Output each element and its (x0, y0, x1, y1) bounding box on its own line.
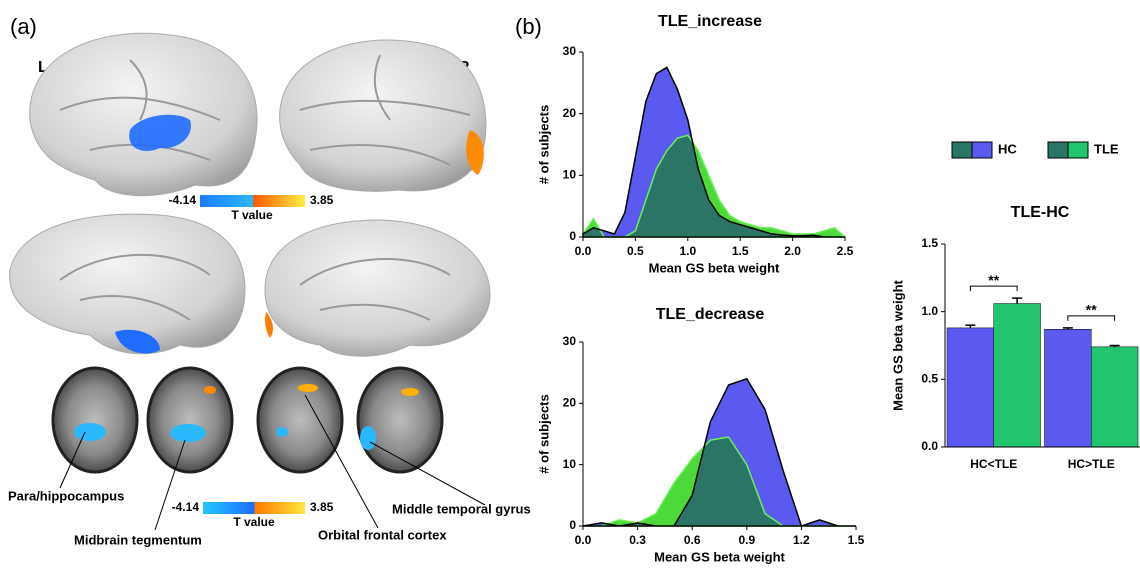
colorbar-label: T value (231, 208, 273, 222)
chart-title: TLE-HC (1011, 204, 1070, 221)
x-tick-label: 0.6 (684, 533, 701, 547)
legend-swatch (1048, 142, 1068, 158)
brain-right-lateral (280, 40, 486, 191)
x-tick-label: 1.2 (793, 533, 810, 547)
y-axis-label: # of subjects (536, 394, 551, 473)
legend-swatch (952, 142, 972, 158)
annotation: Orbital frontal cortex (318, 527, 447, 542)
x-tick-label: 0.3 (629, 533, 646, 547)
x-tick-label: 2.0 (784, 244, 801, 258)
x-tick-label: HC<TLE (970, 457, 1017, 471)
bar (994, 304, 1041, 447)
x-axis-label: Mean GS beta weight (654, 549, 785, 564)
y-axis-label: Mean GS beta weight (890, 279, 905, 410)
y-tick-label: 30 (563, 334, 577, 348)
x-axis-label: Mean GS beta weight (649, 260, 780, 275)
x-tick-label: HC>TLE (1068, 457, 1115, 471)
bar (947, 328, 994, 447)
x-tick-label: 2.5 (837, 244, 854, 258)
y-tick-label: 0.5 (921, 372, 938, 386)
legend-label: TLE (1094, 141, 1119, 156)
area-overlap (583, 437, 856, 526)
chart-title: TLE_increase (658, 13, 762, 30)
legend-swatch (972, 142, 992, 158)
annotation: Midbrain tegmentum (74, 532, 202, 547)
brain-left-lateral (30, 33, 257, 195)
page: (a) (b) L R Para/hippocampus Midbrain te… (0, 0, 1140, 575)
significance-label: ** (1086, 302, 1097, 318)
annotation: Middle temporal gyrus (392, 501, 531, 516)
y-axis-label: # of subjects (536, 105, 551, 184)
y-tick-label: 0 (569, 229, 576, 243)
x-tick-label: 1.5 (848, 533, 865, 547)
bar (1045, 329, 1092, 447)
y-tick-label: 0 (569, 518, 576, 532)
brain-right-medial (265, 220, 490, 356)
brain-left-medial (10, 214, 245, 354)
y-tick-label: 20 (563, 106, 577, 120)
colorbar-min: -4.14 (169, 193, 197, 207)
legend-swatch (1068, 142, 1088, 158)
colorbar-label: T value (233, 515, 275, 529)
significance-label: ** (988, 272, 999, 288)
y-tick-label: 10 (563, 168, 577, 182)
y-tick-label: 20 (563, 396, 577, 410)
figure: (a) (b) L R Para/hippocampus Midbrain te… (0, 0, 1140, 570)
chart-title: TLE_decrease (656, 306, 765, 323)
panel-label: (b) (515, 14, 542, 39)
legend-label: HC (998, 141, 1017, 156)
x-tick-label: 0.0 (575, 533, 592, 547)
colorbar (200, 195, 305, 207)
panel-label: (a) (10, 14, 37, 39)
colorbar-max: 3.85 (310, 500, 334, 514)
colorbar (203, 502, 305, 514)
x-tick-label: 1.0 (679, 244, 696, 258)
y-tick-label: 1.0 (921, 304, 938, 318)
y-tick-label: 0.0 (921, 439, 938, 453)
y-tick-label: 10 (563, 457, 577, 471)
annotation: Para/hippocampus (8, 488, 124, 503)
bar (1091, 347, 1138, 447)
x-tick-label: 1.5 (732, 244, 749, 258)
colorbar-max: 3.85 (310, 193, 334, 207)
x-tick-label: 0.9 (738, 533, 755, 547)
colorbar-min: -4.14 (172, 500, 200, 514)
x-tick-label: 0.5 (627, 244, 644, 258)
y-tick-label: 30 (563, 44, 577, 58)
y-tick-label: 1.5 (921, 236, 938, 250)
x-tick-label: 0.0 (575, 244, 592, 258)
